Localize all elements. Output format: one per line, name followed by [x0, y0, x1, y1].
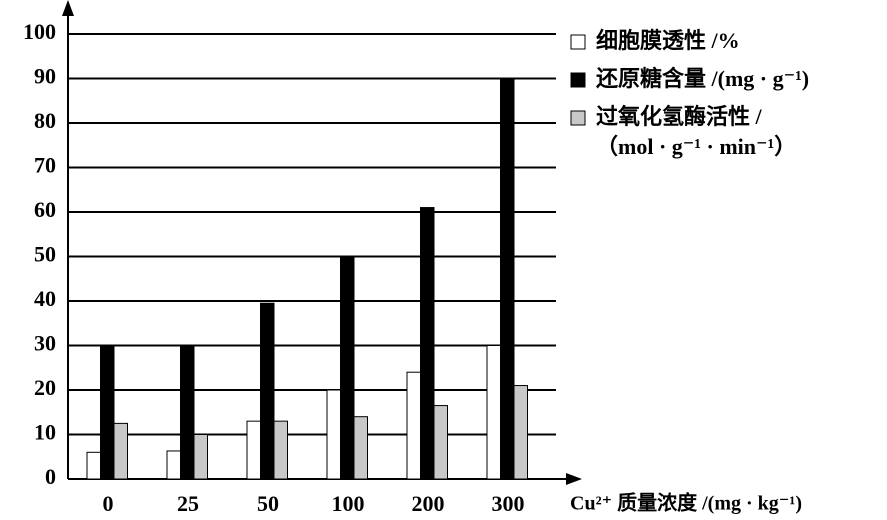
x-tick-label: 50 — [257, 491, 279, 516]
bar — [353, 416, 368, 480]
x-tick-label: 200 — [412, 491, 445, 516]
bar — [100, 345, 115, 480]
bar — [340, 256, 355, 480]
bar — [193, 434, 208, 480]
bar — [420, 207, 435, 480]
bar — [166, 450, 181, 480]
y-tick-label: 100 — [23, 19, 56, 44]
legend-swatch — [570, 110, 586, 126]
y-tick-label: 30 — [34, 331, 56, 356]
y-tick-label: 90 — [34, 64, 56, 89]
bar — [246, 420, 261, 480]
x-tick-label: 100 — [332, 491, 365, 516]
legend-swatch — [570, 72, 586, 88]
y-axis-arrow — [62, 0, 74, 16]
legend-label: 过氧化氢酶活性 / （mol · g⁻¹ · min⁻¹） — [596, 104, 797, 159]
bar — [513, 385, 528, 480]
y-tick-label: 70 — [34, 153, 56, 178]
bar — [113, 422, 128, 480]
legend-swatch — [570, 34, 586, 50]
y-tick-label: 40 — [34, 286, 56, 311]
x-axis-label: Cu²⁺ 质量浓度 /(mg · kg⁻¹) — [570, 491, 802, 515]
x-tick-label: 25 — [177, 491, 199, 516]
y-tick-label: 60 — [34, 197, 56, 222]
bar — [500, 78, 515, 480]
bar — [180, 345, 195, 480]
x-tick-label: 0 — [103, 491, 114, 516]
y-tick-label: 0 — [45, 464, 56, 489]
x-axis-arrow — [566, 473, 582, 485]
bar — [86, 451, 101, 480]
y-tick-label: 20 — [34, 375, 56, 400]
legend-label: 细胞膜透性 /% — [596, 28, 740, 53]
y-tick-label: 80 — [34, 108, 56, 133]
y-tick-label: 10 — [34, 420, 56, 445]
bar — [260, 302, 275, 480]
bar — [433, 405, 448, 480]
legend-label: 还原糖含量 /(mg · g⁻¹) — [596, 66, 810, 91]
x-tick-label: 300 — [492, 491, 525, 516]
bar — [486, 345, 501, 480]
bar — [273, 420, 288, 480]
bar — [406, 371, 421, 480]
bar — [326, 389, 341, 480]
y-tick-label: 50 — [34, 242, 56, 267]
